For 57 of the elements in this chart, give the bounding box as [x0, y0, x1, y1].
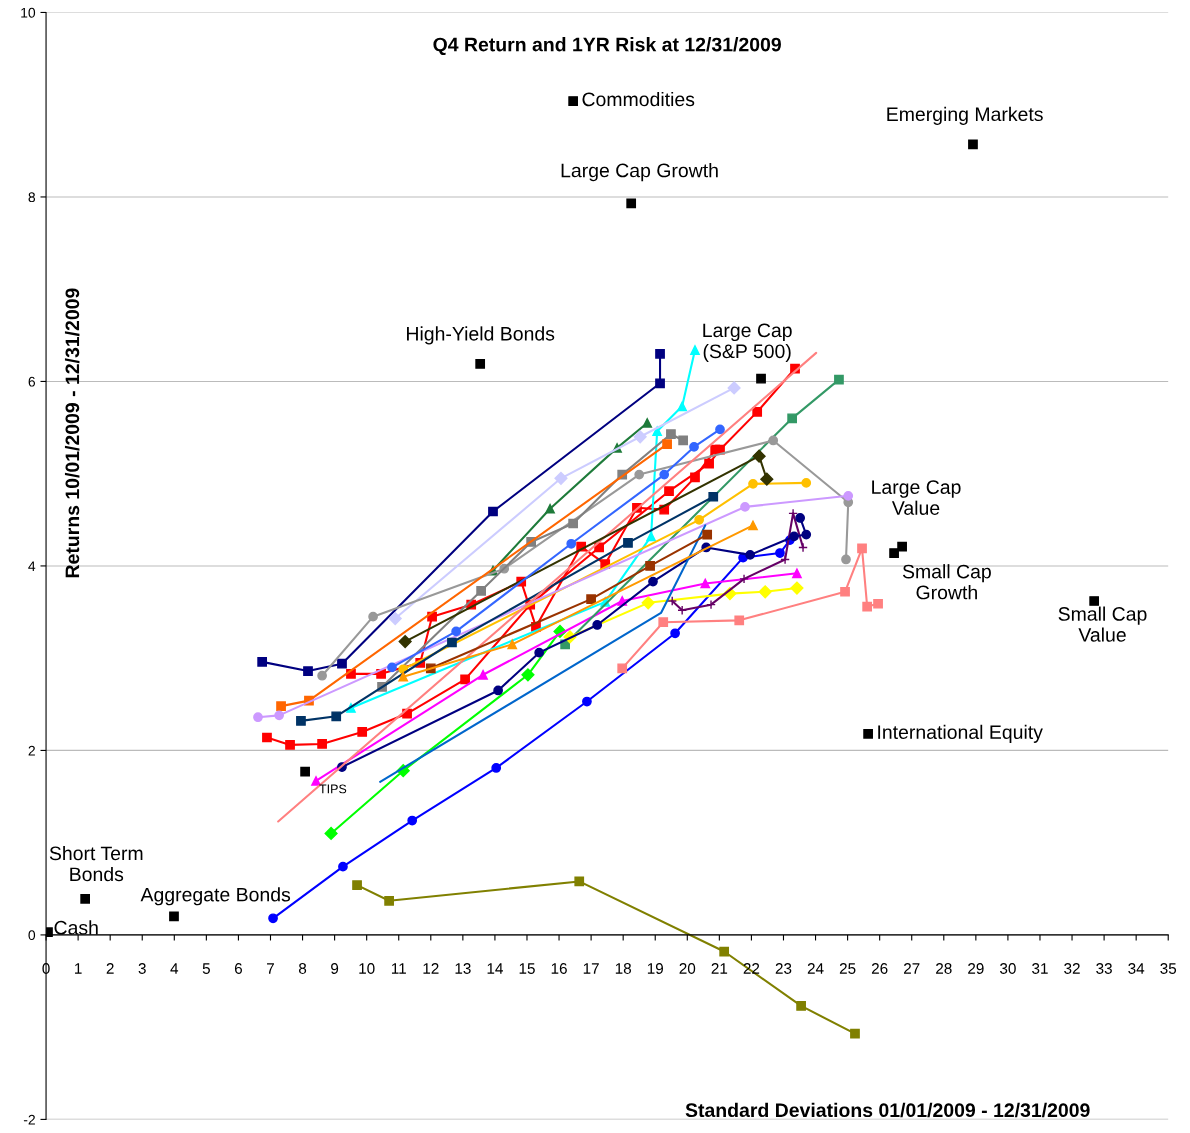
x-tick-label: 28 — [936, 963, 952, 974]
x-tick-label: 11 — [391, 963, 406, 974]
annotation: Emerging Markets — [887, 106, 1043, 125]
x-tick-label: 29 — [968, 963, 984, 974]
x-tick-label: 15 — [519, 963, 535, 974]
x-tick-label: 12 — [423, 963, 439, 974]
annotation: High-Yield Bonds — [407, 326, 555, 345]
annotation: Large Cap (S&P 500) — [703, 323, 792, 362]
x-tick-label: 25 — [839, 963, 856, 974]
y-tick-label: 10 — [21, 7, 36, 18]
y-tick-label: 4 — [28, 561, 36, 571]
y-tick-label: 2 — [28, 745, 35, 756]
x-tick-label: 33 — [1096, 963, 1112, 974]
text: Q4 Return and 1YR Risk at 12/31/2009 — [433, 37, 781, 56]
annotation: Aggregate Bonds — [140, 887, 291, 906]
annotation: Commodities — [582, 91, 695, 107]
y-tick-label: 6 — [28, 376, 36, 387]
x-axis-title: Standard Deviations 01/01/2009 - 12/31/2009 — [685, 1102, 1090, 1118]
x-tick-label: 14 — [487, 963, 503, 974]
x-tick-label: 3 — [138, 963, 146, 974]
x-tick-label: 24 — [807, 963, 824, 974]
x-tick-label: 10 — [359, 963, 375, 974]
x-tick-label: 23 — [775, 963, 792, 974]
x-tick-label: 17 — [583, 963, 599, 974]
annotation: Cash — [54, 920, 98, 935]
y-tick-label: 8 — [28, 192, 36, 203]
x-tick-label: 9 — [331, 963, 339, 974]
annotation: Small Cap Value — [1058, 606, 1147, 642]
x-tick-label: 31 — [1032, 963, 1048, 974]
x-tick-label: 5 — [202, 963, 210, 974]
annotation: TIPS — [319, 784, 347, 794]
annotation: Large Cap Growth — [561, 163, 718, 182]
annotation: Short Term Bonds — [49, 845, 143, 882]
annotation: Small Cap Growth — [902, 564, 991, 600]
x-tick-label: 26 — [871, 963, 888, 974]
x-tick-label: 21 — [711, 963, 728, 974]
x-tick-label: 1 — [75, 963, 82, 974]
x-tick-label: 2 — [106, 963, 114, 974]
annotation: International Equity — [878, 724, 1043, 743]
y-tick-label: -2 — [23, 1114, 35, 1125]
annotation: Large Cap Value — [872, 480, 961, 515]
x-tick-label: 34 — [1128, 963, 1145, 974]
x-tick-label: 20 — [679, 963, 696, 974]
x-tick-label: 6 — [234, 963, 242, 974]
x-tick-label: 7 — [267, 963, 274, 974]
y-axis-title: Returns 10/01/2009 - 12/31/2009 — [64, 288, 80, 578]
x-tick-label: 19 — [647, 963, 663, 974]
x-tick-label: 32 — [1064, 963, 1080, 974]
x-tick-label: 13 — [455, 963, 471, 974]
x-tick-label: 4 — [170, 963, 179, 974]
x-tick-label: 35 — [1160, 963, 1177, 974]
x-tick-label: 18 — [615, 963, 631, 974]
x-tick-label: 8 — [298, 963, 307, 974]
y-tick-label: 0 — [28, 930, 36, 941]
x-tick-label: 30 — [1000, 963, 1016, 974]
x-tick-label: 27 — [904, 963, 920, 974]
x-tick-label: 16 — [551, 963, 567, 974]
